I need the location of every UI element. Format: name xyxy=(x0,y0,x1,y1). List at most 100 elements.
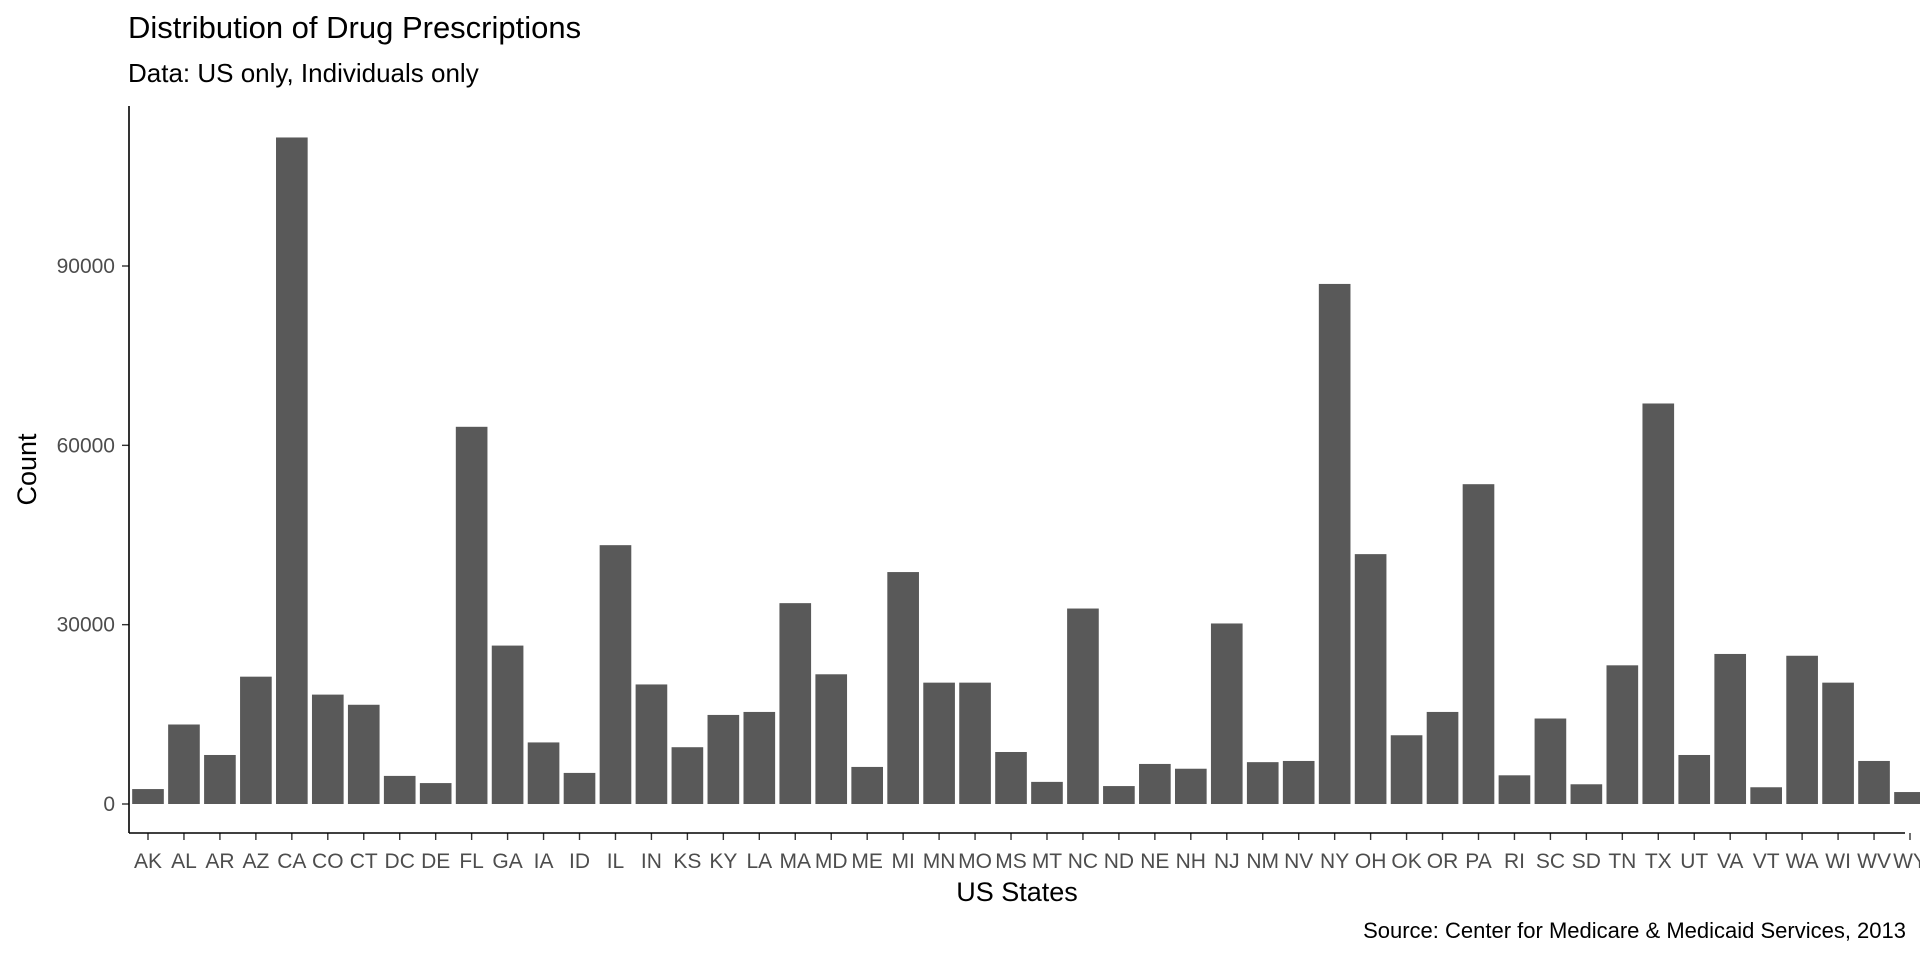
x-tick-label: DC xyxy=(385,850,415,873)
bar-de xyxy=(419,783,452,804)
x-tick-label: NE xyxy=(1140,850,1169,873)
x-tick-label: WY xyxy=(1893,850,1920,873)
bar-me xyxy=(851,766,884,804)
x-tick-label: CT xyxy=(350,850,378,873)
bar-ct xyxy=(347,704,380,804)
bar-az xyxy=(240,676,272,804)
bar-nm xyxy=(1246,762,1279,804)
x-axis-title: US States xyxy=(956,877,1078,907)
x-tick-label: LA xyxy=(746,850,772,873)
x-axis-ticks: AK AL AR AZ CA CO CT DC DE FL GA IA ID IL IN KS KY LA MA MD… xyxy=(134,833,1920,873)
bar-al xyxy=(168,724,200,804)
x-tick-label: FL xyxy=(459,850,484,873)
bar-ca xyxy=(276,137,308,804)
bar-ny xyxy=(1318,283,1351,804)
x-tick-label: NY xyxy=(1320,850,1349,873)
bar-pa xyxy=(1462,484,1495,804)
x-tick-label: UT xyxy=(1680,850,1708,873)
x-tick-label: NV xyxy=(1284,850,1313,873)
chart-subtitle: Data: US only, Individuals only xyxy=(128,58,479,88)
x-tick-label: AR xyxy=(205,850,234,873)
x-tick-label: DE xyxy=(421,850,450,873)
bar-tn xyxy=(1606,665,1639,804)
bar-id xyxy=(563,772,596,804)
bar-mo xyxy=(959,682,991,804)
bar-ms xyxy=(995,751,1027,804)
x-tick-label: KS xyxy=(673,850,701,873)
x-tick-label: ME xyxy=(851,850,883,873)
x-tick-label: NH xyxy=(1176,850,1206,873)
y-tick-label: 90000 xyxy=(57,255,115,278)
bar-tx xyxy=(1642,403,1675,804)
bar-ak xyxy=(132,789,164,804)
x-tick-label: AL xyxy=(171,850,197,873)
bar-md xyxy=(815,674,848,804)
x-tick-label: RI xyxy=(1504,850,1525,873)
bar-oh xyxy=(1354,554,1387,804)
x-tick-label: SC xyxy=(1536,850,1565,873)
x-tick-label: NJ xyxy=(1214,850,1240,873)
y-tick-label: 30000 xyxy=(57,614,115,637)
x-tick-label: OH xyxy=(1355,850,1387,873)
y-tick-label: 60000 xyxy=(57,434,115,457)
bar-ne xyxy=(1139,763,1171,804)
x-tick-label: TN xyxy=(1608,850,1636,873)
x-tick-label: TX xyxy=(1645,850,1672,873)
x-tick-label: OR xyxy=(1427,850,1459,873)
bar-ma xyxy=(779,603,812,804)
bar-nh xyxy=(1174,768,1207,804)
y-axis-title: Count xyxy=(12,433,42,506)
bar-mt xyxy=(1031,781,1063,804)
bar-sc xyxy=(1534,718,1567,804)
bar-ia xyxy=(527,742,560,804)
bar-nc xyxy=(1067,608,1099,804)
x-tick-label: WV xyxy=(1857,850,1891,873)
bar-la xyxy=(743,711,776,804)
x-tick-label: IN xyxy=(641,850,662,873)
x-tick-label: NC xyxy=(1068,850,1098,873)
x-tick-label: MI xyxy=(891,850,914,873)
x-tick-label: VA xyxy=(1717,850,1743,873)
bar-dc xyxy=(383,775,416,804)
x-tick-label: MD xyxy=(815,850,848,873)
bar-co xyxy=(311,694,344,804)
x-tick-label: AZ xyxy=(242,850,269,873)
bar-il xyxy=(599,545,632,804)
bar-ks xyxy=(671,747,704,804)
x-tick-label: WI xyxy=(1825,850,1851,873)
y-axis-ticks: 0 30000 60000 90000 xyxy=(57,255,129,816)
bar-sd xyxy=(1570,784,1603,804)
y-tick-label: 0 xyxy=(103,793,115,816)
bar-nd xyxy=(1103,786,1135,804)
x-tick-label: MS xyxy=(995,850,1027,873)
x-tick-label: ND xyxy=(1104,850,1134,873)
x-tick-label: MA xyxy=(780,850,812,873)
x-tick-label: KY xyxy=(709,850,737,873)
x-tick-label: MN xyxy=(923,850,956,873)
bar-mn xyxy=(923,682,955,804)
bar-ri xyxy=(1498,775,1531,804)
bar-in xyxy=(635,684,668,804)
x-tick-label: IL xyxy=(607,850,625,873)
x-tick-label: OK xyxy=(1391,850,1421,873)
bar-ky xyxy=(707,714,740,804)
x-tick-label: CO xyxy=(312,850,344,873)
x-tick-label: IA xyxy=(534,850,554,873)
bar-fl xyxy=(455,426,488,804)
x-tick-label: AK xyxy=(134,850,162,873)
bar-ok xyxy=(1390,735,1423,804)
x-tick-label: MO xyxy=(958,850,992,873)
bar-ga xyxy=(491,645,524,804)
bar-ar xyxy=(204,754,236,804)
bar-va xyxy=(1714,653,1747,804)
x-tick-label: VT xyxy=(1753,850,1780,873)
bar-or xyxy=(1426,711,1459,804)
x-tick-label: PA xyxy=(1465,850,1491,873)
chart-caption: Source: Center for Medicare & Medicaid S… xyxy=(1363,918,1906,943)
bar-wy xyxy=(1894,792,1920,804)
bar-vt xyxy=(1750,787,1782,804)
x-tick-label: MT xyxy=(1032,850,1062,873)
x-tick-label: NM xyxy=(1246,850,1279,873)
bar-nv xyxy=(1282,760,1315,804)
